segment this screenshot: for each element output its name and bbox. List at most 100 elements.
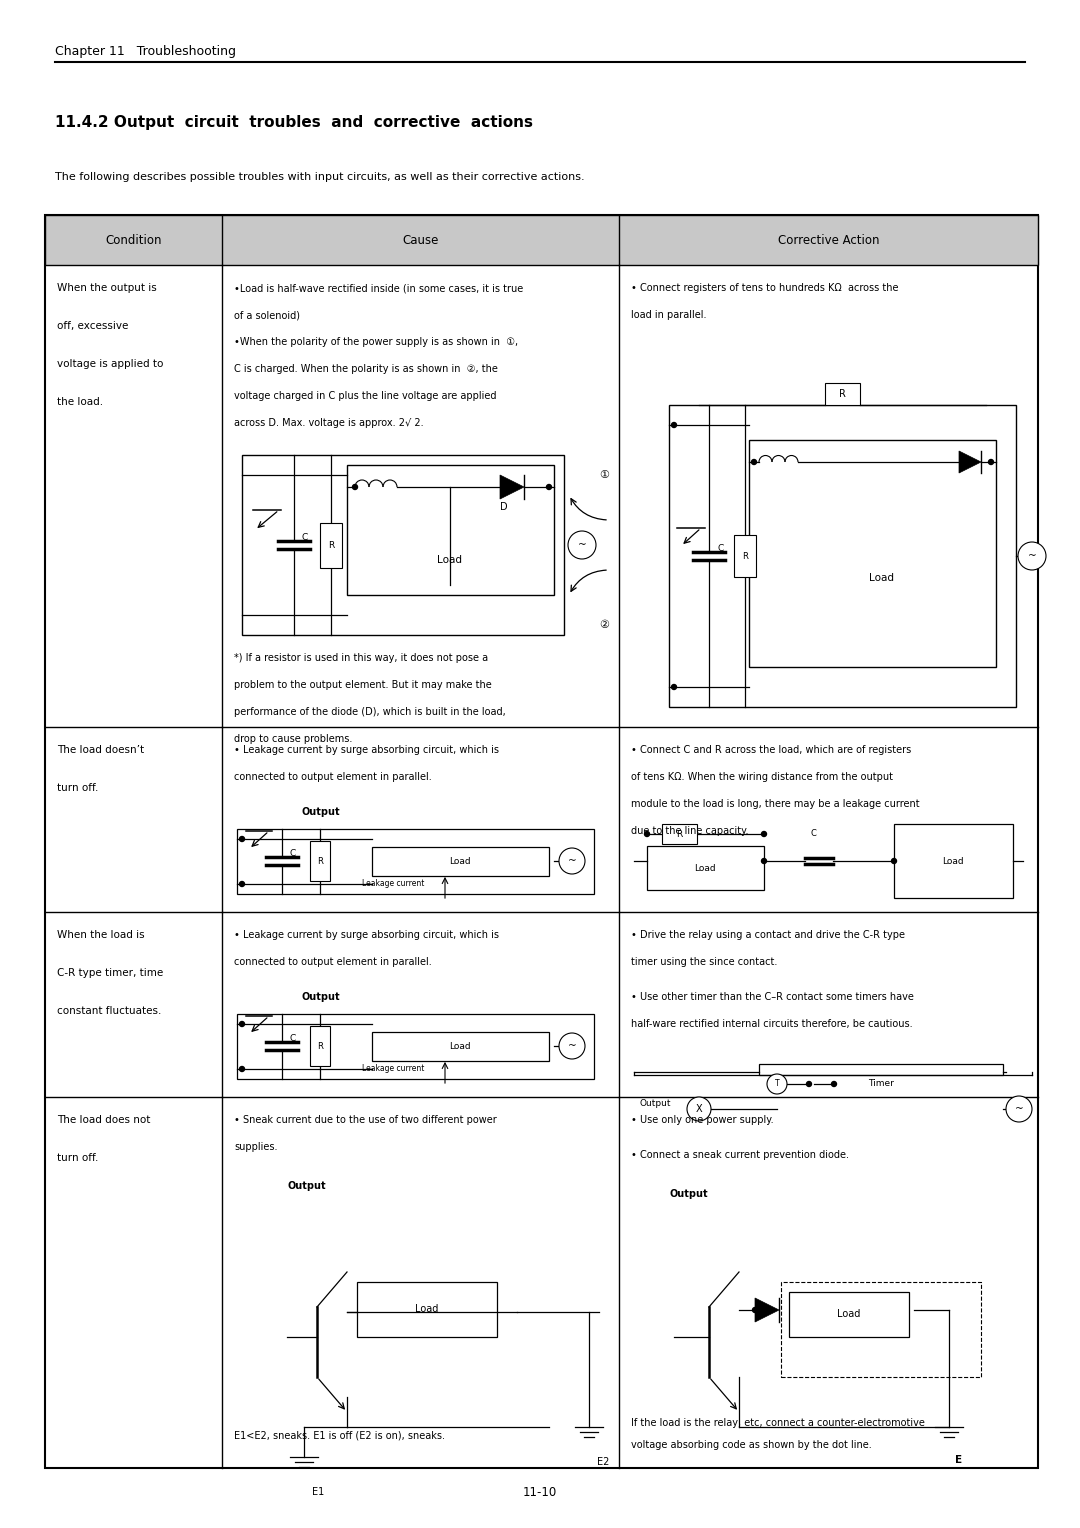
Circle shape — [761, 831, 767, 836]
Text: Leakage current: Leakage current — [362, 1063, 424, 1073]
Text: •Load is half-wave rectified inside (in some cases, it is true: •Load is half-wave rectified inside (in … — [234, 283, 523, 293]
Bar — [825, 384, 860, 405]
Bar — [45, 215, 1038, 264]
Text: C: C — [302, 533, 308, 542]
Circle shape — [240, 836, 244, 842]
Text: C-R type timer, time: C-R type timer, time — [57, 969, 163, 978]
Text: If the load is the relay, etc, connect a counter-electromotive: If the load is the relay, etc, connect a… — [631, 1418, 924, 1429]
Circle shape — [672, 685, 676, 689]
Text: across D. Max. voltage is approx. 2√ 2.: across D. Max. voltage is approx. 2√ 2. — [234, 419, 423, 428]
Circle shape — [559, 848, 585, 874]
Text: the load.: the load. — [57, 397, 103, 406]
Circle shape — [1018, 542, 1047, 570]
Text: The load doesn’t: The load doesn’t — [57, 746, 144, 755]
Text: R: R — [839, 390, 846, 399]
Text: R: R — [318, 857, 323, 865]
Polygon shape — [755, 1297, 779, 1322]
Text: timer using the since contact.: timer using the since contact. — [631, 957, 778, 967]
Text: ~: ~ — [1014, 1105, 1024, 1114]
Text: Condition: Condition — [105, 234, 162, 246]
Text: ~: ~ — [578, 539, 586, 550]
Text: • Drive the relay using a contact and drive the C-R type: • Drive the relay using a contact and dr… — [631, 931, 905, 940]
Text: C: C — [291, 850, 296, 859]
Text: ~: ~ — [1028, 552, 1037, 561]
Text: When the load is: When the load is — [57, 931, 145, 940]
Bar — [662, 824, 697, 843]
Circle shape — [807, 1082, 811, 1086]
Text: • Use only one power supply.: • Use only one power supply. — [631, 1115, 773, 1125]
Text: The load does not: The load does not — [57, 1115, 150, 1125]
Text: R: R — [328, 541, 334, 550]
Text: Chapter 11   Troubleshooting: Chapter 11 Troubleshooting — [55, 44, 237, 58]
Circle shape — [546, 484, 552, 489]
Text: Load: Load — [437, 555, 462, 565]
Text: E1<E2, sneaks. E1 is off (E2 is on), sneaks.: E1<E2, sneaks. E1 is off (E2 is on), sne… — [234, 1430, 445, 1439]
Text: C: C — [810, 830, 815, 837]
Text: ①: ① — [599, 471, 609, 480]
Text: constant fluctuates.: constant fluctuates. — [57, 1005, 161, 1016]
Text: connected to output element in parallel.: connected to output element in parallel. — [234, 957, 432, 967]
Text: • Use other timer than the C–R contact some timers have: • Use other timer than the C–R contact s… — [631, 992, 914, 1002]
Bar — [237, 830, 594, 894]
Text: Cause: Cause — [403, 234, 438, 246]
Text: E1: E1 — [312, 1487, 324, 1497]
Text: Corrective Action: Corrective Action — [778, 234, 879, 246]
Text: Timer: Timer — [868, 1079, 894, 1088]
Text: Load: Load — [416, 1303, 438, 1314]
Text: Output: Output — [302, 807, 340, 817]
Bar — [320, 523, 342, 568]
Text: ~: ~ — [568, 856, 577, 866]
Bar — [372, 1031, 549, 1060]
Text: E2: E2 — [597, 1458, 609, 1467]
Text: Output: Output — [639, 1100, 671, 1108]
Text: • Leakage current by surge absorbing circuit, which is: • Leakage current by surge absorbing cir… — [234, 931, 499, 940]
Bar — [310, 840, 330, 882]
Text: Output: Output — [669, 1189, 707, 1199]
Text: T: T — [774, 1079, 780, 1088]
Circle shape — [645, 831, 649, 836]
Bar — [781, 1282, 981, 1377]
Text: voltage charged in C plus the line voltage are applied: voltage charged in C plus the line volta… — [234, 391, 497, 400]
Text: • Connect C and R across the load, which are of registers: • Connect C and R across the load, which… — [631, 746, 912, 755]
Text: The following describes possible troubles with input circuits, as well as their : The following describes possible trouble… — [55, 173, 584, 182]
Text: ~: ~ — [568, 1041, 577, 1051]
Text: Load: Load — [694, 863, 716, 872]
Bar — [372, 847, 549, 876]
Text: off, excessive: off, excessive — [57, 321, 129, 332]
Bar — [357, 1282, 497, 1337]
Bar — [237, 1015, 594, 1079]
Text: • Sneak current due to the use of two different power: • Sneak current due to the use of two di… — [234, 1115, 497, 1125]
Circle shape — [672, 423, 676, 428]
Text: •When the polarity of the power supply is as shown in  ①,: •When the polarity of the power supply i… — [234, 338, 518, 347]
Text: due to the line capacity.: due to the line capacity. — [631, 827, 748, 836]
Polygon shape — [959, 451, 981, 474]
Bar — [669, 405, 1016, 707]
Text: • Connect a sneak current prevention diode.: • Connect a sneak current prevention dio… — [631, 1151, 849, 1160]
Text: When the output is: When the output is — [57, 283, 157, 293]
Bar — [647, 847, 764, 889]
Circle shape — [240, 882, 244, 886]
Bar — [310, 1025, 330, 1067]
Text: performance of the diode (D), which is built in the load,: performance of the diode (D), which is b… — [234, 707, 505, 717]
Text: voltage is applied to: voltage is applied to — [57, 359, 163, 368]
Circle shape — [559, 1033, 585, 1059]
Text: Load: Load — [837, 1309, 861, 1319]
Text: connected to output element in parallel.: connected to output element in parallel. — [234, 772, 432, 782]
Circle shape — [767, 1074, 787, 1094]
Text: of a solenoid): of a solenoid) — [234, 310, 300, 319]
Text: voltage absorbing code as shown by the dot line.: voltage absorbing code as shown by the d… — [631, 1439, 872, 1450]
Text: Output: Output — [287, 1181, 326, 1190]
Circle shape — [1005, 1096, 1032, 1122]
Circle shape — [568, 532, 596, 559]
Text: turn off.: turn off. — [57, 1154, 98, 1163]
Text: of tens KΩ. When the wiring distance from the output: of tens KΩ. When the wiring distance fro… — [631, 772, 893, 782]
Text: X: X — [696, 1105, 702, 1114]
Text: E: E — [955, 1455, 962, 1465]
Circle shape — [761, 859, 767, 863]
Text: R: R — [742, 552, 748, 561]
Bar — [789, 1293, 909, 1337]
Bar — [750, 440, 996, 668]
Text: Leakage current: Leakage current — [362, 879, 424, 888]
Circle shape — [687, 1097, 711, 1122]
Text: C: C — [291, 1034, 296, 1044]
